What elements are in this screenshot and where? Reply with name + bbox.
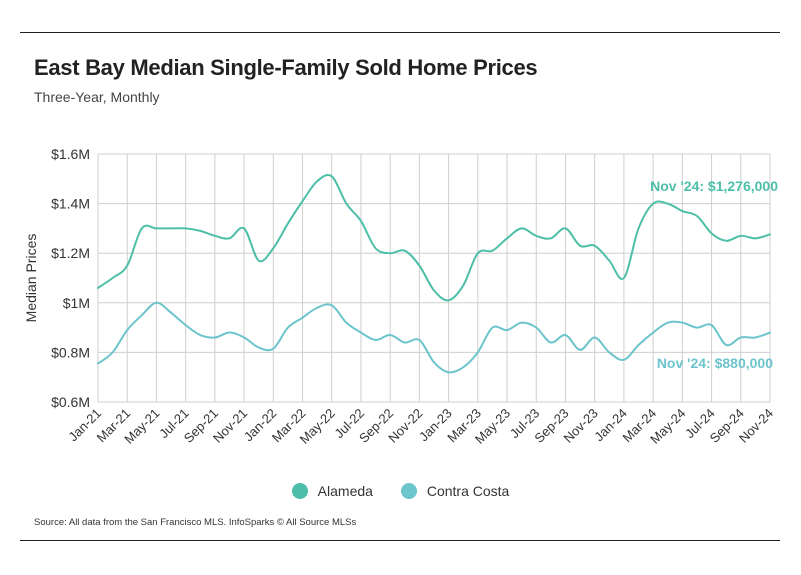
series-line-alameda bbox=[97, 173, 771, 302]
legend-item-contra-costa[interactable]: Contra Costa bbox=[400, 483, 510, 499]
legend-label-alameda: Alameda bbox=[317, 483, 373, 499]
source-note: Source: All data from the San Francisco … bbox=[34, 517, 357, 528]
y-axis: $0.6M $0.8M $1M $1.2M $1.4M $1.6M bbox=[51, 146, 90, 410]
y-tick-label: $1.6M bbox=[51, 146, 90, 162]
legend: Alameda Contra Costa bbox=[0, 483, 801, 502]
y-axis-label: Median Prices bbox=[23, 234, 39, 323]
annotation-contra-costa: Nov '24: $880,000 bbox=[657, 355, 773, 371]
y-tick-label: $1.4M bbox=[51, 196, 90, 212]
legend-label-contra-costa: Contra Costa bbox=[426, 483, 510, 499]
legend-item-alameda[interactable]: Alameda bbox=[291, 483, 373, 499]
y-tick-label: $1M bbox=[63, 295, 90, 311]
y-tick-label: $0.6M bbox=[51, 394, 90, 410]
chart-title: East Bay Median Single-Family Sold Home … bbox=[34, 55, 538, 80]
x-axis: Jan-21Mar-21May-21Jul-21Sep-21Nov-21Jan-… bbox=[65, 406, 776, 447]
chart-subtitle: Three-Year, Monthly bbox=[34, 89, 160, 105]
y-tick-label: $0.8M bbox=[51, 344, 90, 360]
series-lines bbox=[97, 173, 771, 374]
top-rule bbox=[20, 32, 780, 33]
grid-lines bbox=[97, 153, 771, 403]
annotation-alameda: Nov '24: $1,276,000 bbox=[650, 178, 778, 194]
legend-swatch-contra-costa bbox=[400, 483, 417, 499]
bottom-rule bbox=[20, 540, 780, 541]
y-tick-label: $1.2M bbox=[51, 245, 90, 261]
series-line-contra-costa bbox=[97, 301, 771, 374]
legend-swatch-alameda bbox=[291, 483, 308, 499]
